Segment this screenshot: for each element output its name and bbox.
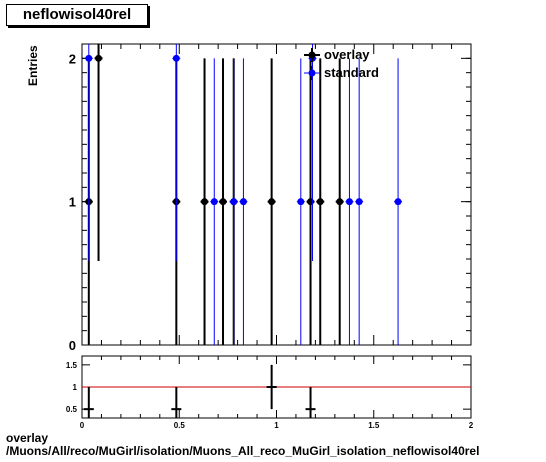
overlay-point — [95, 54, 103, 62]
legend-entry-overlay: overlay — [302, 46, 392, 64]
overlay-point — [307, 198, 315, 206]
ratio-y-tick-label: 0.5 — [66, 405, 78, 414]
standard-point — [239, 198, 247, 206]
ratio-y-tick-label: 1.5 — [66, 361, 78, 370]
legend-label-overlay: overlay — [324, 47, 370, 62]
overlay-point — [219, 198, 227, 206]
ratio-x-tick-label: 1 — [274, 421, 279, 430]
standard-point — [210, 198, 218, 206]
legend-label-standard: standard — [324, 65, 379, 80]
overlay-point — [336, 198, 344, 206]
ratio-x-tick-label: 1.5 — [368, 421, 380, 430]
footer-line-2: /Muons/All/reco/MuGirl/isolation/Muons_A… — [6, 444, 480, 458]
y-tick-label: 2 — [69, 51, 76, 66]
histogram-title: neflowisol40rel — [6, 4, 148, 26]
standard-point — [85, 54, 93, 62]
ratio-x-tick-label: 0 — [80, 421, 85, 430]
overlay-point — [268, 198, 276, 206]
footer-caption: overlay /Muons/All/reco/MuGirl/isolation… — [6, 432, 479, 458]
standard-point — [230, 198, 238, 206]
standard-point — [297, 198, 305, 206]
standard-marker-icon — [304, 66, 320, 80]
ratio-x-tick-label: 2 — [469, 421, 474, 430]
standard-point — [172, 54, 180, 62]
top-plot-frame — [81, 43, 472, 346]
y-tick-label: 1 — [69, 195, 76, 210]
overlay-marker-icon — [304, 48, 320, 62]
legend: overlay standard — [302, 46, 392, 82]
ratio-y-tick-label: 1 — [73, 383, 78, 392]
standard-point — [355, 198, 363, 206]
standard-point — [345, 198, 353, 206]
legend-entry-standard: standard — [302, 64, 392, 82]
footer-line-1: overlay — [6, 431, 49, 445]
standard-point — [394, 198, 402, 206]
overlay-point — [316, 198, 324, 206]
y-axis-label: Entries — [26, 45, 40, 86]
y-tick-label: 0 — [69, 338, 76, 353]
ratio-x-tick-label: 0.5 — [174, 421, 186, 430]
overlay-point — [201, 198, 209, 206]
